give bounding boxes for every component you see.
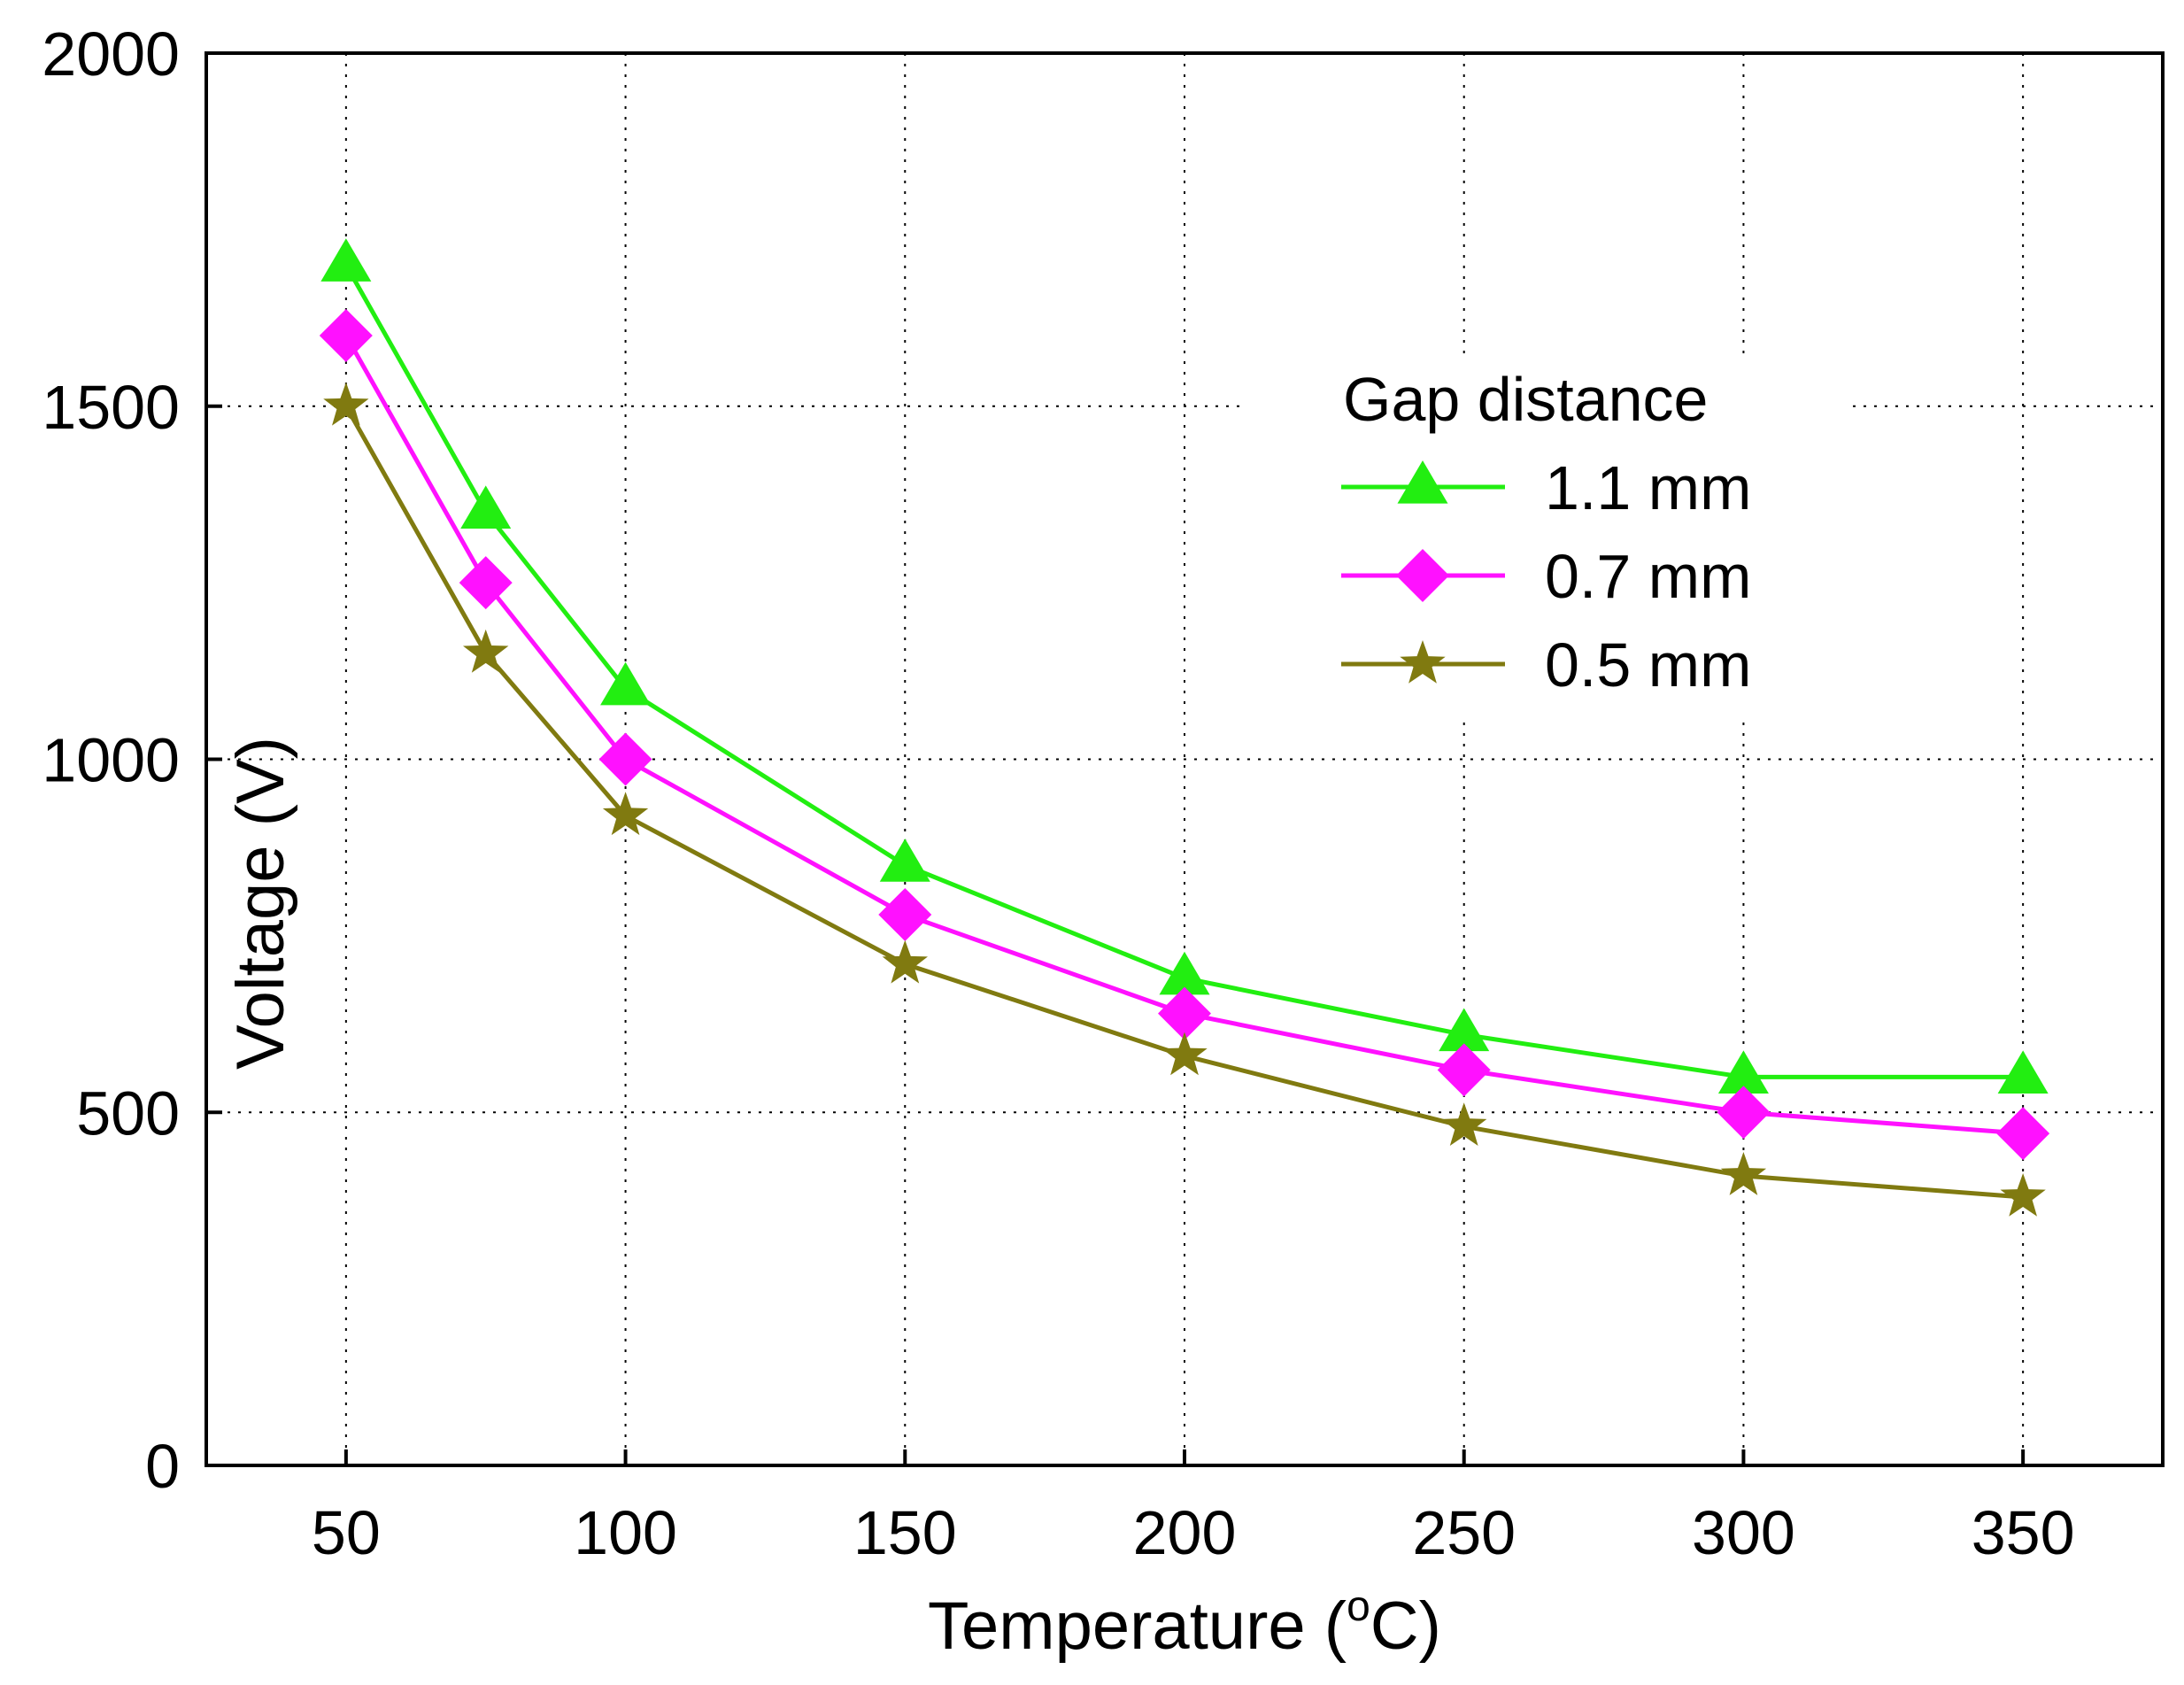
data-point-triangle [320,238,372,282]
data-point-star [882,939,928,984]
legend-label: 0.7 mm [1545,542,1751,611]
series-line [343,264,2024,1079]
data-point-diamond [1158,986,1211,1040]
x-axis-title-unit: C) [1370,1588,1441,1664]
data-point-triangle [879,839,930,882]
data-point-diamond [1996,1107,2050,1161]
data-point-diamond [319,309,373,362]
y-tick-label: 1000 [42,726,180,795]
legend-entry: 1.1 mm [1341,453,1751,522]
y-axis-title: Voltage (V) [223,737,298,1070]
legend-marker-diamond [1396,549,1449,602]
x-tick-label: 250 [1412,1498,1516,1567]
legend-marker-triangle [1397,460,1448,504]
data-point-star [602,792,649,836]
x-tick-label: 300 [1692,1498,1795,1567]
data-point-diamond [1437,1043,1491,1097]
legend-marker-star [1400,640,1446,684]
x-axis-title: Temperature (oC) [928,1583,1441,1664]
legend-entry: 0.7 mm [1341,542,1751,611]
data-point-star [2000,1173,2046,1217]
series-diamond [319,309,2050,1161]
y-tick-label: 500 [76,1078,180,1148]
data-point-triangle [1997,1050,2049,1094]
legend-label: 0.5 mm [1545,630,1751,700]
x-axis-title-main: Temperature ( [928,1588,1347,1664]
x-tick-label: 100 [574,1498,677,1567]
series-line [343,334,2024,1136]
data-point-diamond [598,732,652,786]
series-triangle [320,238,2049,1094]
data-point-triangle [1439,1008,1490,1052]
series-line [343,405,2024,1200]
legend-entries: 1.1 mm 0.7 mm 0.5 mm [1341,453,1751,700]
data-point-triangle [1717,1050,1769,1094]
data-point-diamond [878,887,932,941]
x-tick-label: 200 [1133,1498,1237,1567]
data-point-star [1441,1102,1487,1146]
data-point-star [1720,1152,1767,1195]
series [319,238,2050,1217]
data-point-triangle [1159,951,1210,995]
legend-title: Gap distance [1343,365,1708,434]
legend-label: 1.1 mm [1545,453,1751,522]
series-star [323,382,2046,1217]
data-point-diamond [1717,1086,1771,1140]
grid [206,53,2163,1465]
y-tick-label: 2000 [42,19,180,89]
y-tick-label: 0 [145,1432,180,1501]
data-point-triangle [600,661,652,706]
x-axis-title-degree: o [1347,1583,1370,1630]
x-tick-label: 150 [853,1498,957,1567]
legend-entry: 0.5 mm [1341,630,1751,700]
data-point-diamond [459,556,513,610]
data-point-star [1161,1032,1208,1076]
x-tick-label: 350 [1972,1498,2075,1567]
legend: Gap distance 1.1 mm 0.7 mm 0.5 mm [1246,354,1848,717]
legend-background [1246,354,1848,717]
y-tick-label: 1500 [42,373,180,442]
x-tick-label: 50 [312,1498,381,1567]
data-point-star [323,382,369,426]
data-point-triangle [460,485,512,529]
axis-ticks: 50 100 150 200 250 300 350 0 500 1000 1500 2000 [42,19,2074,1567]
data-point-star [463,629,509,673]
